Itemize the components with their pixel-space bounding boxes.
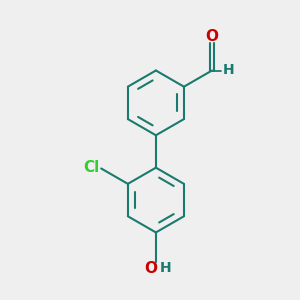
Text: O: O bbox=[144, 261, 157, 276]
Text: H: H bbox=[160, 261, 171, 275]
Text: H: H bbox=[222, 64, 234, 77]
Text: Cl: Cl bbox=[83, 160, 100, 175]
Text: O: O bbox=[206, 29, 218, 44]
